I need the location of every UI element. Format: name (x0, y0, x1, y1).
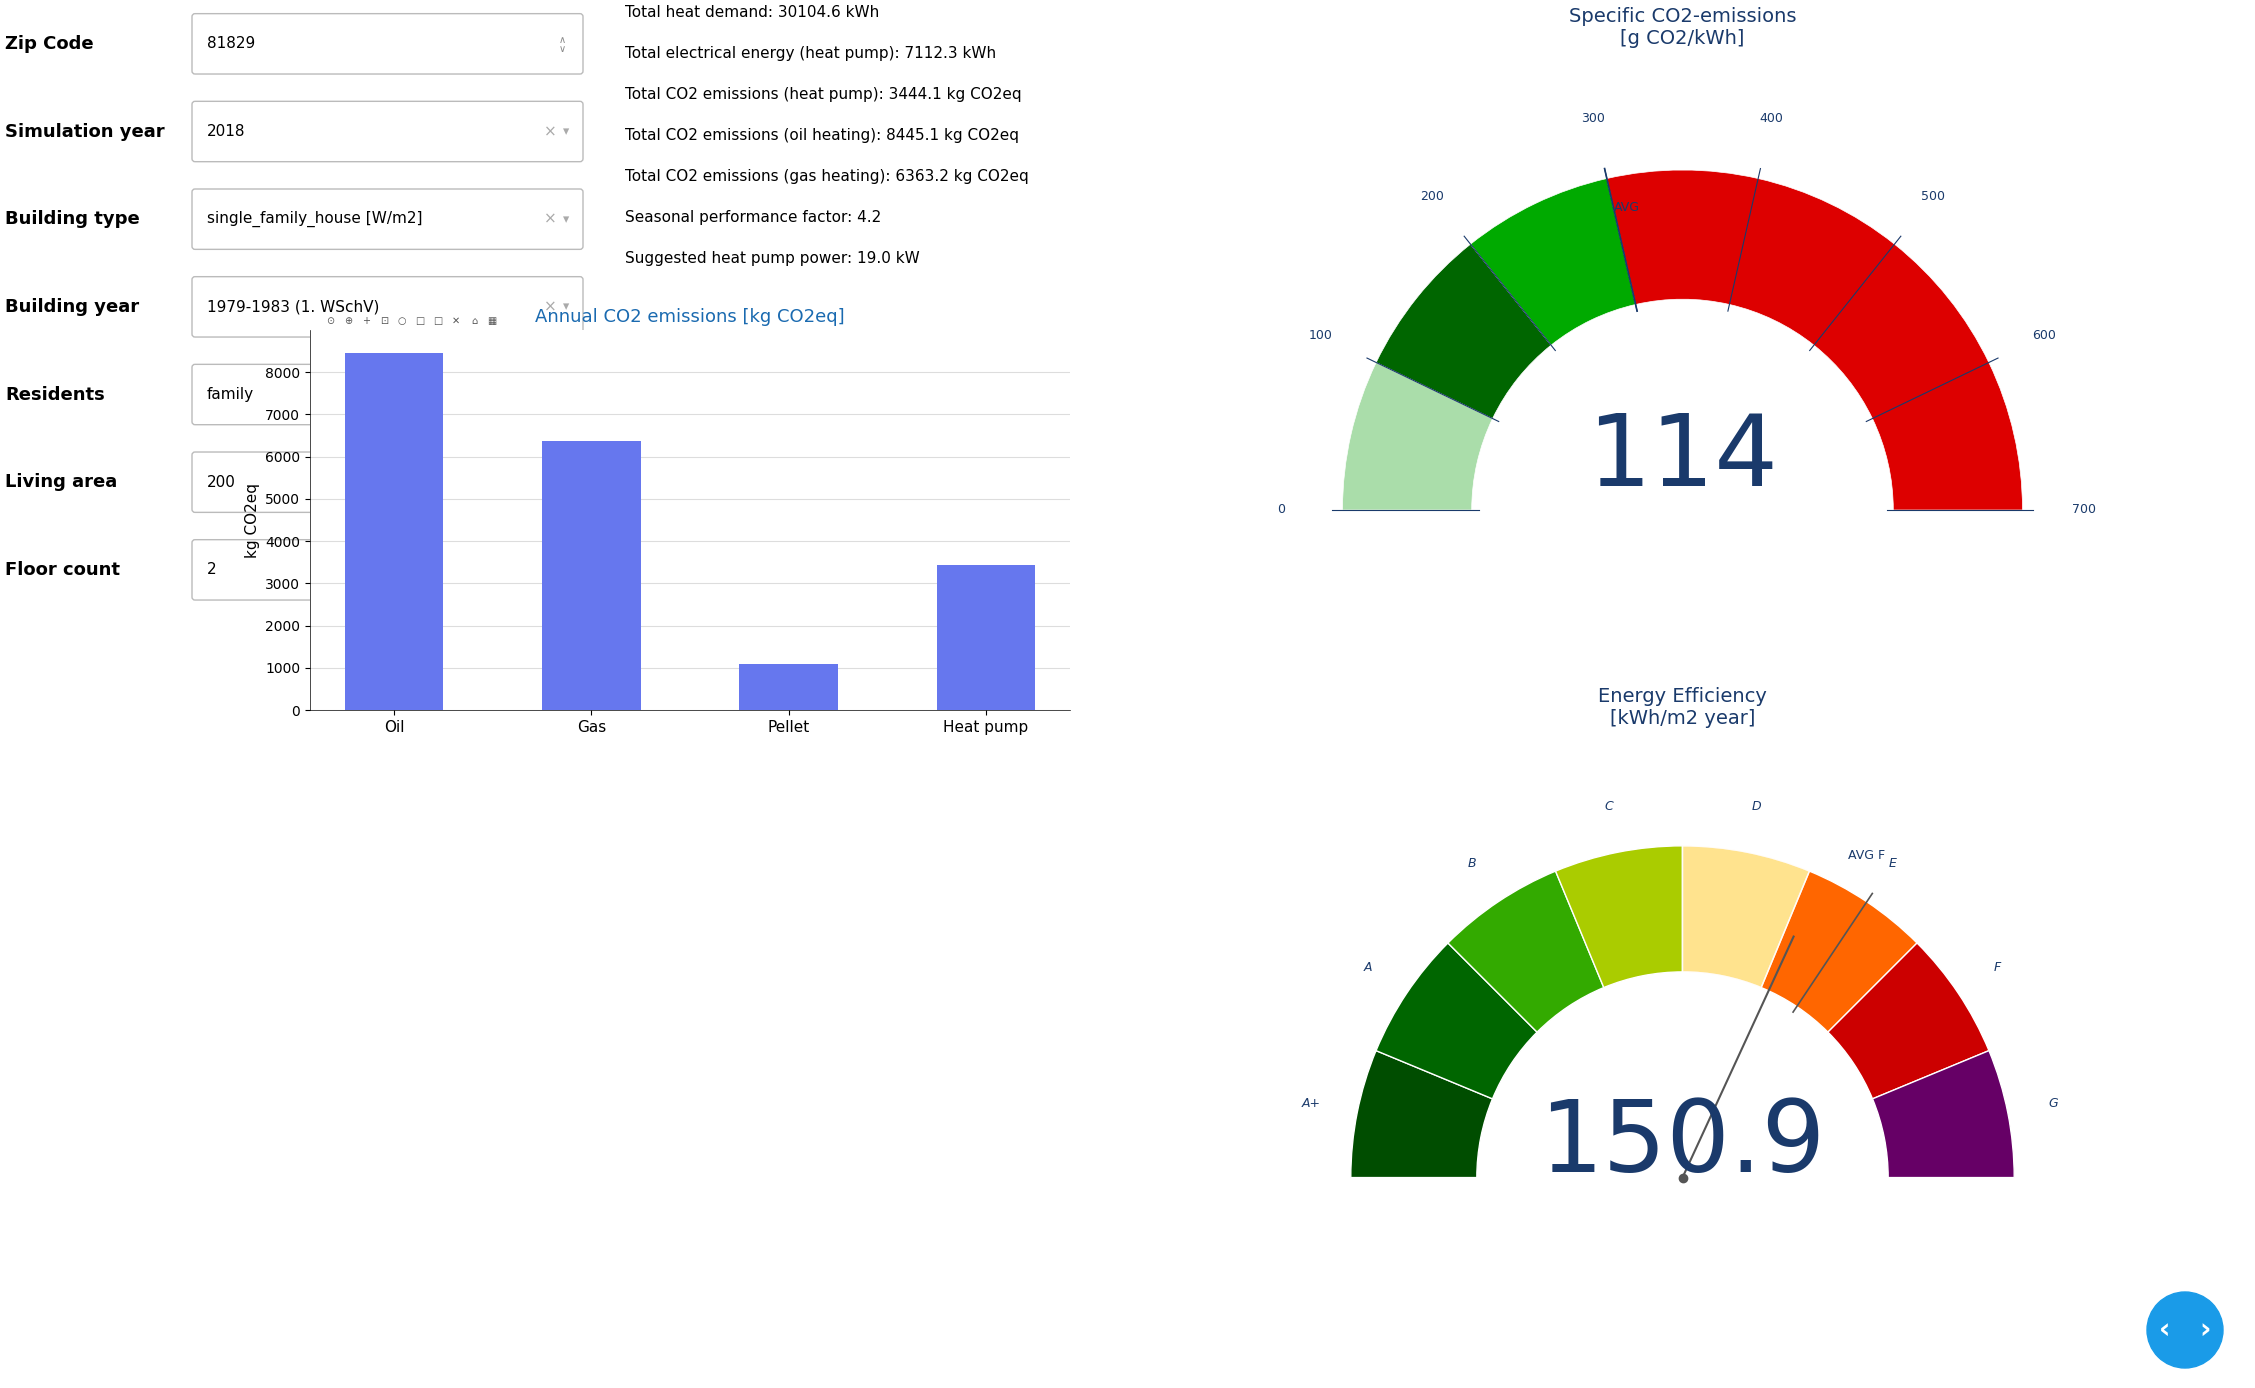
Text: B: B (1468, 856, 1477, 870)
Text: □: □ (433, 316, 442, 326)
FancyBboxPatch shape (192, 276, 584, 337)
FancyBboxPatch shape (192, 540, 584, 600)
Text: ×: × (543, 387, 557, 403)
Text: Energy Efficiency
[kWh/m2 year]: Energy Efficiency [kWh/m2 year] (1599, 687, 1768, 727)
Text: ×: × (543, 300, 557, 314)
Y-axis label: kg CO2eq: kg CO2eq (244, 483, 259, 558)
Text: ▾: ▾ (564, 389, 568, 401)
FancyBboxPatch shape (192, 189, 584, 250)
Text: Total CO2 emissions (gas heating): 6363.2 kg CO2eq: Total CO2 emissions (gas heating): 6363.… (625, 169, 1028, 185)
Text: ×: × (543, 124, 557, 139)
Wedge shape (1682, 845, 1809, 987)
Text: ⊡: ⊡ (379, 316, 388, 326)
Wedge shape (1872, 1051, 2014, 1177)
Text: Simulation year: Simulation year (5, 122, 165, 140)
Wedge shape (1682, 845, 1809, 987)
Text: A+: A+ (1301, 1098, 1321, 1110)
Bar (936, 565, 1035, 711)
Text: family: family (207, 387, 255, 403)
Text: Total heat demand: 30104.6 kWh: Total heat demand: 30104.6 kWh (625, 6, 879, 19)
Wedge shape (1829, 942, 1989, 1099)
Text: Total electrical energy (heat pump): 7112.3 kWh: Total electrical energy (heat pump): 711… (625, 46, 997, 61)
Wedge shape (1608, 169, 2023, 509)
Text: 200: 200 (207, 475, 237, 490)
Text: ○: ○ (397, 316, 406, 326)
Text: Building year: Building year (5, 298, 140, 316)
Text: Living area: Living area (5, 473, 117, 491)
Text: D: D (1752, 799, 1761, 813)
Text: Zip Code: Zip Code (5, 35, 95, 53)
Bar (541, 441, 640, 711)
Text: AVG: AVG (1615, 201, 1639, 214)
Bar (740, 663, 839, 711)
Text: ⌂: ⌂ (471, 316, 478, 326)
Text: Total CO2 emissions (heat pump): 3444.1 kg CO2eq: Total CO2 emissions (heat pump): 3444.1 … (625, 87, 1022, 101)
Text: ∨: ∨ (559, 44, 566, 54)
Text: +: + (363, 316, 370, 326)
Text: 300: 300 (1581, 112, 1606, 125)
Text: 1979-1983 (1. WSchV): 1979-1983 (1. WSchV) (207, 300, 379, 314)
Text: 500: 500 (1921, 190, 1944, 203)
Text: Total CO2 emissions (oil heating): 8445.1 kg CO2eq: Total CO2 emissions (oil heating): 8445.… (625, 128, 1019, 143)
Wedge shape (1342, 362, 1493, 509)
Text: 700: 700 (2072, 504, 2095, 516)
FancyBboxPatch shape (192, 14, 584, 74)
Text: AVG F: AVG F (1849, 849, 1885, 862)
Text: ✕: ✕ (451, 316, 460, 326)
Text: Seasonal performance factor: 4.2: Seasonal performance factor: 4.2 (625, 210, 882, 225)
Text: A: A (1364, 960, 1373, 974)
Text: single_family_house [W/m2]: single_family_house [W/m2] (207, 211, 422, 228)
Text: 2: 2 (207, 562, 216, 577)
Text: Specific CO2-emissions
[g CO2/kWh]: Specific CO2-emissions [g CO2/kWh] (1569, 7, 1797, 47)
Text: 150.9: 150.9 (1540, 1097, 1827, 1192)
FancyBboxPatch shape (192, 364, 584, 425)
FancyBboxPatch shape (192, 452, 584, 512)
Wedge shape (1556, 845, 1682, 987)
Text: G: G (2048, 1098, 2059, 1110)
Bar (345, 354, 444, 711)
Text: F: F (1993, 960, 2000, 974)
Text: ∧: ∧ (559, 35, 566, 44)
Text: □: □ (415, 316, 424, 326)
Text: 600: 600 (2032, 329, 2057, 343)
Text: 400: 400 (1759, 112, 1784, 125)
Text: ×: × (543, 212, 557, 226)
Text: ∨: ∨ (559, 570, 566, 580)
Text: ∧: ∧ (559, 473, 566, 483)
Text: C: C (1603, 799, 1612, 813)
Text: 114: 114 (1588, 411, 1777, 508)
Text: Suggested heat pump power: 19.0 kW: Suggested heat pump power: 19.0 kW (625, 251, 920, 266)
Text: ▦: ▦ (487, 316, 496, 326)
Text: ⊕: ⊕ (345, 316, 352, 326)
Text: ▾: ▾ (564, 125, 568, 137)
Wedge shape (1448, 872, 1603, 1033)
Wedge shape (1470, 179, 1635, 346)
Text: 100: 100 (1310, 329, 1333, 343)
Text: ∧: ∧ (559, 561, 566, 570)
Text: ▾: ▾ (564, 300, 568, 314)
Text: ▾: ▾ (564, 212, 568, 226)
Wedge shape (1376, 244, 1551, 419)
Circle shape (2147, 1292, 2223, 1369)
Text: Residents: Residents (5, 386, 104, 404)
Text: E: E (1890, 856, 1896, 870)
Text: Floor count: Floor count (5, 561, 120, 579)
Text: ›: › (2199, 1316, 2210, 1344)
Title: Annual CO2 emissions [kg CO2eq]: Annual CO2 emissions [kg CO2eq] (534, 308, 846, 326)
FancyBboxPatch shape (192, 101, 584, 161)
Text: ⊙: ⊙ (327, 316, 334, 326)
Wedge shape (1376, 942, 1538, 1099)
Text: ‹: ‹ (2160, 1316, 2172, 1344)
Wedge shape (1351, 1051, 1493, 1177)
Text: ∨: ∨ (559, 482, 566, 493)
Wedge shape (1761, 872, 1917, 1033)
Text: 2018: 2018 (207, 124, 246, 139)
Text: 0: 0 (1276, 504, 1285, 516)
Text: 81829: 81829 (207, 36, 255, 51)
Text: 200: 200 (1421, 190, 1443, 203)
Text: Building type: Building type (5, 210, 140, 228)
